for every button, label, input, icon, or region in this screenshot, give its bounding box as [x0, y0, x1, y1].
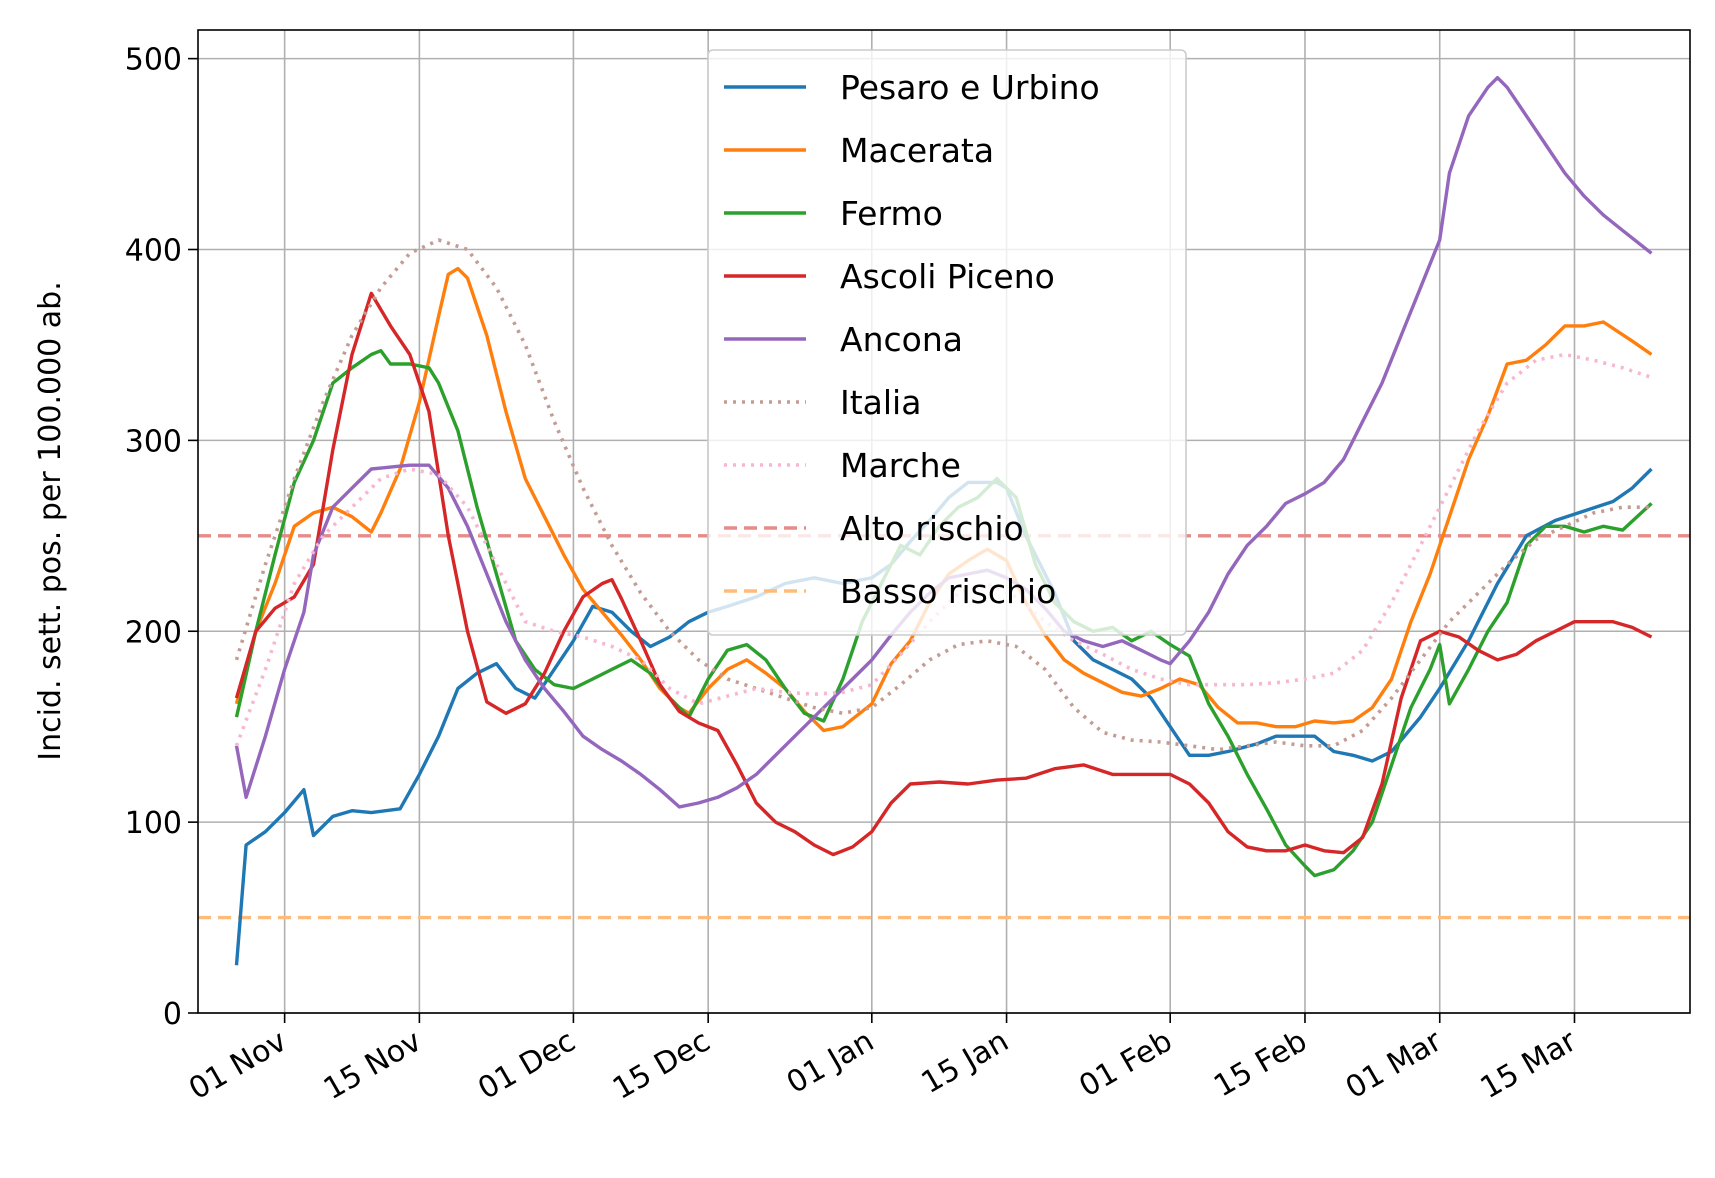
x-tick-label: 15 Dec	[607, 1024, 716, 1107]
y-tick-label: 200	[125, 615, 182, 650]
x-tick-label: 01 Jan	[781, 1024, 880, 1101]
x-tick-label: 01 Dec	[472, 1024, 581, 1107]
legend-box	[707, 49, 1187, 636]
x-tick-label: 01 Feb	[1073, 1024, 1178, 1105]
x-tick-label: 15 Feb	[1208, 1024, 1313, 1105]
series-line-ascoli-piceno	[234, 291, 1653, 857]
legend-label-marche: Marche	[840, 446, 961, 485]
y-tick-label: 0	[163, 997, 182, 1032]
legend-label-fermo: Fermo	[840, 194, 943, 233]
legend-label-ascoli-piceno: Ascoli Piceno	[840, 257, 1055, 296]
x-tick-label: 01 Nov	[183, 1024, 293, 1107]
series-line-italia	[234, 238, 1652, 752]
legend-label-pesaro-e-urbino: Pesaro e Urbino	[840, 68, 1100, 107]
legend: Pesaro e Urbino Macerata Fermo Ascoli Picen…	[707, 49, 1187, 636]
y-tick-label: 100	[125, 806, 182, 841]
legend-label-italia: Italia	[840, 383, 921, 422]
x-tick-label: 01 Mar	[1340, 1023, 1448, 1106]
y-tick-label: 500	[125, 43, 182, 78]
x-tick-label: 15 Jan	[916, 1024, 1015, 1101]
y-axis-title: Incid. sett. pos. per 100.000 ab.	[33, 281, 68, 761]
y-tick-label: 400	[125, 234, 182, 269]
legend-label-macerata: Macerata	[840, 131, 994, 170]
legend-label-alto-rischio: Alto rischio	[840, 509, 1024, 548]
y-tick-label: 300	[125, 424, 182, 459]
y-axis-ticks: 0 100 200 300 400 500	[125, 43, 198, 1032]
x-axis-ticks: 01 Nov 15 Nov 01 Dec 15 Dec 01 Jan 15 Jan 01 F…	[183, 1013, 1583, 1107]
x-tick-label: 15 Nov	[318, 1024, 428, 1107]
legend-label-ancona: Ancona	[840, 320, 963, 359]
plot-frame	[197, 29, 1691, 1014]
x-tick-label: 15 Mar	[1475, 1023, 1583, 1106]
legend-label-basso-rischio: Basso rischio	[840, 572, 1056, 611]
